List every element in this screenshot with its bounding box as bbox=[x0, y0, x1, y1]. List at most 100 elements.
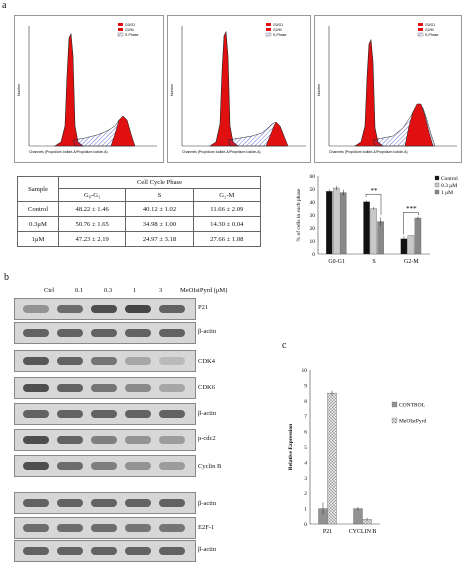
bar bbox=[407, 235, 415, 255]
x-tick-label: G2-M bbox=[404, 259, 419, 265]
significance-bracket bbox=[403, 212, 419, 235]
xaxis-label: Channels (Propidium Iodide-A/Propidium I… bbox=[29, 150, 108, 154]
y-tick-label: 5 bbox=[304, 445, 307, 451]
bar bbox=[327, 392, 337, 525]
legend-swatch bbox=[434, 175, 440, 181]
protein-band bbox=[23, 410, 49, 418]
legend-label: MeOIstPyrd bbox=[399, 419, 426, 425]
legend-g2m: G2/M bbox=[425, 28, 434, 32]
western-blot-strip bbox=[14, 492, 196, 514]
protein-band bbox=[91, 305, 117, 313]
blot-label: p-cdc2 bbox=[198, 435, 216, 442]
y-tick-label: 50 bbox=[310, 187, 316, 193]
western-blot-strip bbox=[14, 455, 196, 477]
legend-swatch bbox=[434, 182, 440, 188]
bar bbox=[353, 508, 363, 525]
western-blot-strip bbox=[14, 298, 196, 320]
y-tick-label: 9 bbox=[304, 383, 307, 389]
y-axis-title: Relative Expression bbox=[288, 424, 294, 471]
protein-band bbox=[159, 436, 185, 444]
protein-band bbox=[23, 305, 49, 313]
table-row: Control 48.22 ± 1.46 40.12 ± 1.02 11.66 … bbox=[17, 201, 262, 217]
y-tick-label: 0 bbox=[304, 522, 307, 528]
protein-band bbox=[125, 524, 151, 532]
significance-bracket bbox=[365, 193, 382, 215]
xaxis-label: Channels (Propidium Iodide-A/Propidium I… bbox=[329, 150, 408, 154]
protein-band bbox=[159, 329, 185, 337]
column-header-s: S bbox=[125, 188, 194, 202]
histogram-0-3um: G0/G1 G2/M S-Phase Channels (Propidium I… bbox=[167, 15, 311, 163]
y-axis-title: % of cells in each phase bbox=[295, 188, 302, 242]
table-cell: 14.30 ± 0.04 bbox=[192, 216, 262, 232]
protein-band bbox=[23, 499, 49, 507]
y-tick-label: 20 bbox=[310, 226, 316, 232]
relative-expression-chart: 0 1 2 3 4 5 6 7 8 9 10 Relative Expression P21 CYCLIN… bbox=[288, 368, 426, 535]
bar bbox=[333, 187, 340, 255]
column-header-g0g1: G₀-G₁ bbox=[57, 188, 127, 202]
histogram-plot: G0/G1 G2/M S-Phase Channels (Propidium I… bbox=[17, 23, 157, 154]
histogram-plot: G0/G1 G2/M S-Phase Channels (Propidium I… bbox=[170, 23, 306, 154]
western-blot-strip bbox=[14, 350, 196, 372]
protein-band bbox=[57, 357, 83, 365]
protein-band bbox=[125, 305, 151, 313]
blot-label: β-actin bbox=[198, 546, 217, 553]
protein-band bbox=[159, 305, 185, 313]
western-blot-strip bbox=[14, 429, 196, 451]
protein-band bbox=[125, 547, 151, 555]
y-tick-label: 30 bbox=[310, 213, 316, 219]
yaxis-label: Number bbox=[17, 83, 21, 96]
y-tick-label: 1 bbox=[304, 507, 307, 513]
protein-band bbox=[91, 329, 117, 337]
protein-band bbox=[125, 462, 151, 470]
table-row: 1μM 47.23 ± 2.19 24.97 ± 3.18 27.66 ± 1.… bbox=[17, 231, 262, 247]
table-cell: 40.12 ± 1.02 bbox=[125, 201, 194, 217]
significance-label: *** bbox=[406, 205, 417, 213]
legend-g0g1: G0/G1 bbox=[425, 23, 435, 27]
x-tick-label: CYCLIN B bbox=[349, 529, 377, 535]
significance-label: ** bbox=[371, 187, 379, 195]
protein-band bbox=[91, 547, 117, 555]
x-tick-label: P21 bbox=[323, 529, 332, 535]
legend-g0g1: G0/G1 bbox=[125, 23, 135, 27]
blot-label: β-actin bbox=[198, 328, 217, 335]
x-tick-label: S bbox=[372, 259, 375, 265]
protein-band bbox=[57, 547, 83, 555]
protein-band bbox=[23, 357, 49, 365]
bar bbox=[326, 191, 333, 255]
protein-band bbox=[57, 410, 83, 418]
legend-g2m: G2/M bbox=[273, 28, 282, 32]
bar bbox=[414, 217, 422, 255]
y-tick-label: 3 bbox=[304, 476, 307, 482]
table-cell: 11.66 ± 2.09 bbox=[192, 201, 262, 217]
protein-band bbox=[23, 547, 49, 555]
legend-swatch bbox=[434, 189, 440, 195]
cell-cycle-table: Sample Cell Cycle Phase G₀-G₁ S G₂-M Con… bbox=[17, 176, 262, 247]
sample-header: Sample bbox=[17, 176, 59, 202]
legend-label: 1 μM bbox=[441, 190, 453, 196]
yaxis-label: Number bbox=[170, 83, 174, 96]
y-tick-label: 40 bbox=[310, 200, 316, 206]
y-tick-label: 2 bbox=[304, 491, 307, 497]
protein-band bbox=[159, 410, 185, 418]
cell-cycle-phase-header: Cell Cycle Phase bbox=[58, 176, 261, 189]
lane-label: 3 bbox=[159, 287, 163, 294]
table-cell: 27.66 ± 1.08 bbox=[192, 231, 262, 247]
x-tick-label: G0-G1 bbox=[328, 259, 345, 265]
legend-label: Control bbox=[441, 176, 458, 182]
yaxis-label: Number bbox=[317, 83, 321, 96]
blot-label: P21 bbox=[198, 304, 209, 311]
protein-band bbox=[57, 436, 83, 444]
row-sample: 1μM bbox=[17, 231, 59, 247]
concentration-unit-label: MeOIstPyrd (μM) bbox=[180, 287, 228, 294]
legend-s-phase: S-Phase bbox=[125, 33, 138, 37]
lane-label: 0.1 bbox=[75, 287, 84, 294]
blot-label: Cyclin B bbox=[198, 463, 222, 470]
legend-label: CONTROL bbox=[399, 403, 426, 409]
row-sample: 0.3μM bbox=[17, 216, 59, 232]
column-header-g2m: G₂-M bbox=[192, 188, 262, 202]
y-tick-label: 10 bbox=[310, 239, 316, 245]
table-cell: 48.22 ± 1.46 bbox=[57, 201, 127, 217]
blot-label: E2F-1 bbox=[198, 524, 215, 531]
western-blot-strip bbox=[14, 403, 196, 425]
protein-band bbox=[159, 357, 185, 365]
